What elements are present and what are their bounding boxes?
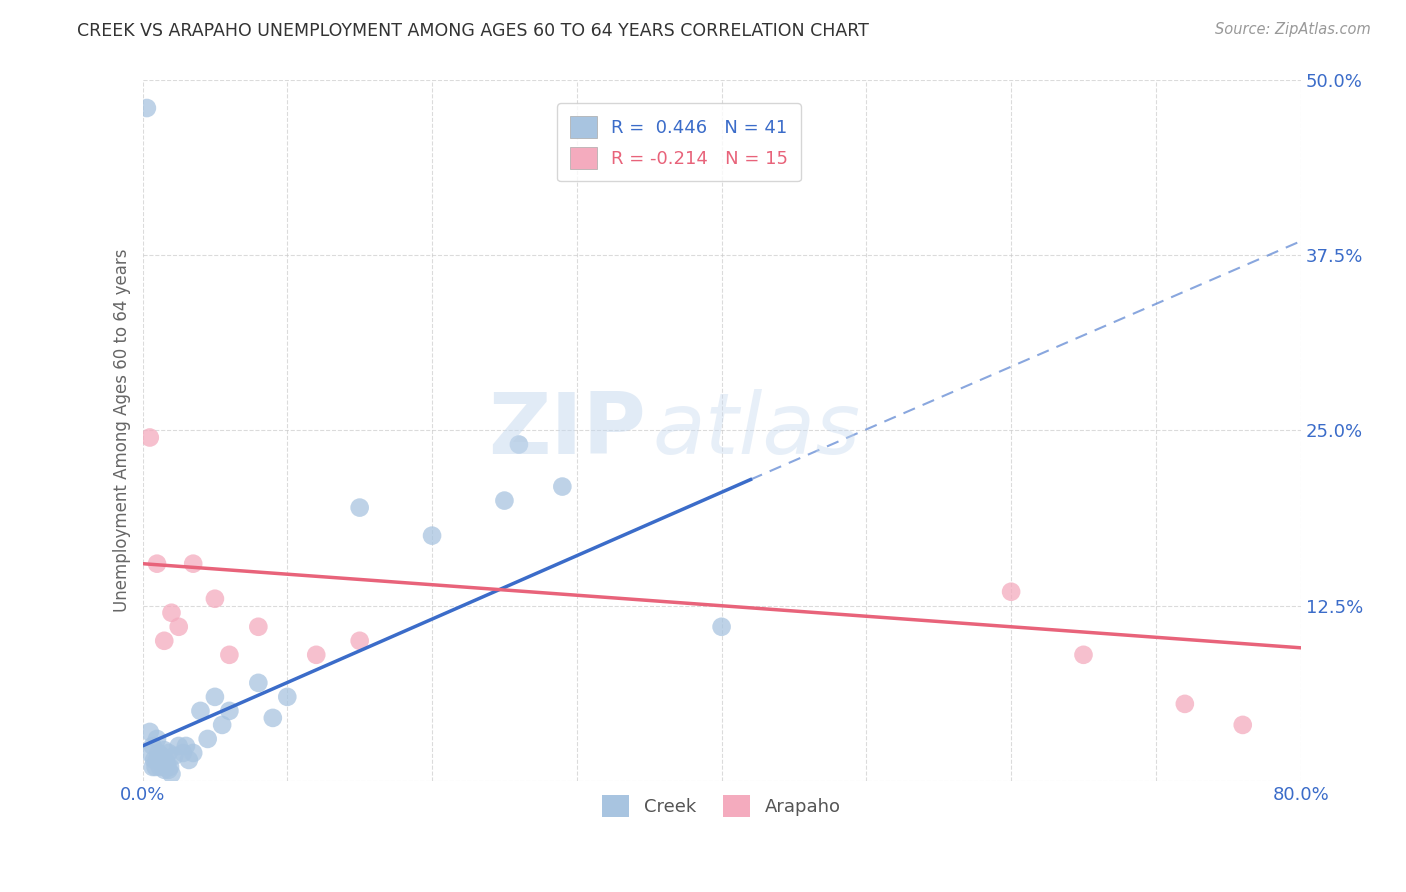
Point — [181, 557, 204, 571]
Point — [262, 711, 284, 725]
Point — [160, 767, 183, 781]
Text: ZIP: ZIP — [488, 389, 647, 472]
Point — [156, 757, 179, 772]
Point — [139, 746, 162, 760]
Point — [172, 746, 194, 760]
Point — [204, 591, 226, 606]
Text: CREEK VS ARAPAHO UNEMPLOYMENT AMONG AGES 60 TO 64 YEARS CORRELATION CHART: CREEK VS ARAPAHO UNEMPLOYMENT AMONG AGES… — [77, 22, 869, 40]
Point — [142, 739, 165, 753]
Point — [167, 739, 190, 753]
Point — [349, 500, 371, 515]
Point — [146, 557, 169, 571]
Point — [143, 753, 166, 767]
Point — [218, 648, 240, 662]
Point — [211, 718, 233, 732]
Point — [146, 753, 169, 767]
Point — [494, 493, 516, 508]
Point — [349, 633, 371, 648]
Point — [139, 725, 162, 739]
Point — [167, 620, 190, 634]
Point — [153, 633, 176, 648]
Point — [155, 753, 177, 767]
Point — [153, 743, 176, 757]
Point — [160, 606, 183, 620]
Point — [146, 731, 169, 746]
Point — [204, 690, 226, 704]
Point — [153, 763, 176, 777]
Point — [174, 739, 197, 753]
Legend: Creek, Arapaho: Creek, Arapaho — [595, 788, 848, 824]
Point — [305, 648, 328, 662]
Point — [149, 760, 172, 774]
Point — [710, 620, 733, 634]
Point — [247, 620, 270, 634]
Point — [247, 676, 270, 690]
Y-axis label: Unemployment Among Ages 60 to 64 years: Unemployment Among Ages 60 to 64 years — [114, 249, 131, 612]
Text: atlas: atlas — [652, 389, 860, 472]
Point — [148, 746, 170, 760]
Point — [157, 763, 180, 777]
Point — [157, 746, 180, 760]
Point — [145, 760, 167, 774]
Point — [1000, 584, 1022, 599]
Point — [508, 437, 530, 451]
Point — [139, 430, 162, 444]
Point — [1232, 718, 1254, 732]
Point — [159, 760, 181, 774]
Point — [190, 704, 212, 718]
Point — [420, 528, 443, 542]
Point — [276, 690, 298, 704]
Point — [135, 101, 157, 115]
Point — [1174, 697, 1197, 711]
Point — [1073, 648, 1095, 662]
Point — [177, 753, 200, 767]
Text: Source: ZipAtlas.com: Source: ZipAtlas.com — [1215, 22, 1371, 37]
Point — [142, 760, 165, 774]
Point — [150, 748, 173, 763]
Point — [163, 748, 186, 763]
Point — [181, 746, 204, 760]
Point — [218, 704, 240, 718]
Point — [197, 731, 219, 746]
Point — [152, 757, 174, 772]
Point — [551, 479, 574, 493]
